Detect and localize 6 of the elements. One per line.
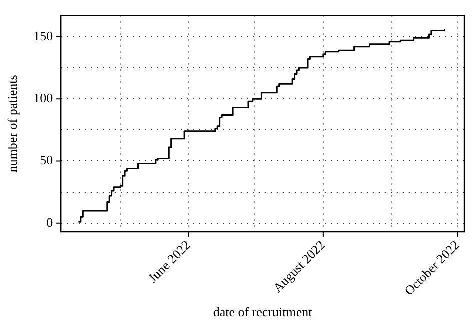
y-axis-title: number of patients [5, 75, 20, 173]
y-tick-label: 150 [34, 28, 54, 44]
x-axis-title: date of recruitment [213, 304, 313, 320]
y-tick-label: 100 [34, 90, 54, 106]
y-tick-label: 0 [46, 214, 54, 230]
y-tick-label: 50 [40, 152, 54, 168]
